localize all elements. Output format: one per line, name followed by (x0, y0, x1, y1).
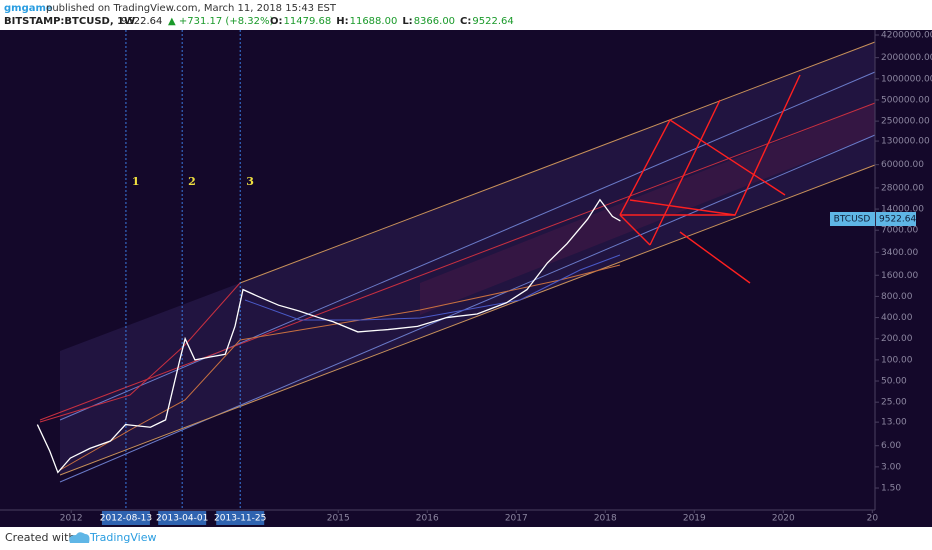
x-tick-label: 2018 (594, 514, 617, 524)
y-tick-label: 400.00 (881, 313, 913, 323)
event-date-box (101, 511, 150, 525)
y-tick-label: 13.00 (881, 418, 907, 428)
regression-channel (39, 41, 876, 483)
event-number: 1 (132, 175, 140, 188)
event-date: 2012-08-13 (100, 514, 152, 524)
y-tick-label: 1.50 (881, 484, 901, 494)
symbol: BITSTAMP:BTCUSD, 1W (4, 16, 135, 27)
y-tick-label: 4200000.00 (881, 31, 932, 41)
author: gmgame (4, 3, 53, 14)
ohlc-value: 11479.68 (284, 16, 332, 27)
projection-arrows (619, 74, 801, 284)
y-tick-label: 500000.00 (881, 95, 930, 105)
price-tag-price: 9522.64 (879, 215, 916, 225)
x-tick-label: 2015 (327, 514, 350, 524)
price-tag-symbol: BTCUSD (834, 215, 871, 225)
y-tick-label: 1600.00 (881, 271, 918, 281)
x-tick-label: 2019 (683, 514, 706, 524)
y-tick-label: 28000.00 (881, 183, 924, 193)
published: published on TradingView.com, March 11, … (46, 3, 337, 14)
x-tick-label: 2012 (60, 514, 83, 524)
price: 9522.64 (121, 16, 162, 27)
change: ▲ +731.17 (+8.32%) (168, 16, 273, 27)
price-tag-symbol-box (830, 212, 875, 226)
y-tick-label: 2000000.00 (881, 53, 932, 63)
price-tag-box (876, 212, 916, 226)
x-tick-label: 2017 (505, 514, 528, 524)
y-tick-label: 60000.00 (881, 160, 924, 170)
y-tick-label: 250000.00 (881, 117, 930, 127)
price-line (36, 198, 621, 474)
brand: TradingView (89, 531, 156, 544)
x-tick-label: 2016 (416, 514, 439, 524)
event-date: 2013-04-01 (156, 514, 208, 524)
event-date-box (216, 511, 265, 525)
y-tick-label: 3400.00 (881, 248, 918, 258)
y-tick-label: 800.00 (881, 292, 913, 302)
x-tick-label: 20 (867, 514, 879, 524)
x-tick-label: 2020 (772, 514, 795, 524)
y-tick-label: 7000.00 (881, 226, 918, 236)
created-with: Created with (5, 531, 75, 544)
logo (69, 532, 90, 543)
y-axis-area (875, 30, 932, 527)
y-tick-label: 3.00 (881, 462, 901, 472)
y-tick-label: 50.00 (881, 377, 907, 387)
ohlc-key: L: (402, 16, 412, 27)
ohlc-value: 11688.00 (350, 16, 398, 27)
y-tick-label: 130000.00 (881, 137, 930, 147)
ohlc-key: C: (460, 16, 471, 27)
y-tick-label: 6.00 (881, 441, 901, 451)
y-tick-label: 14000.00 (881, 205, 924, 215)
ohlc-key: O: (270, 16, 283, 27)
header-background (0, 0, 932, 30)
y-tick-label: 1000000.00 (881, 74, 932, 84)
event-date-box (158, 511, 207, 525)
ohlc-key: H: (336, 16, 348, 27)
ohlc-value: 9522.64 (472, 16, 513, 27)
y-tick-label: 25.00 (881, 398, 907, 408)
event-number: 3 (246, 175, 254, 188)
event-number: 2 (188, 175, 196, 188)
y-tick-label: 200.00 (881, 334, 913, 344)
event-date: 2013-11-25 (214, 514, 266, 524)
y-tick-label: 100.00 (881, 355, 913, 365)
ohlc-value: 8366.00 (414, 16, 455, 27)
